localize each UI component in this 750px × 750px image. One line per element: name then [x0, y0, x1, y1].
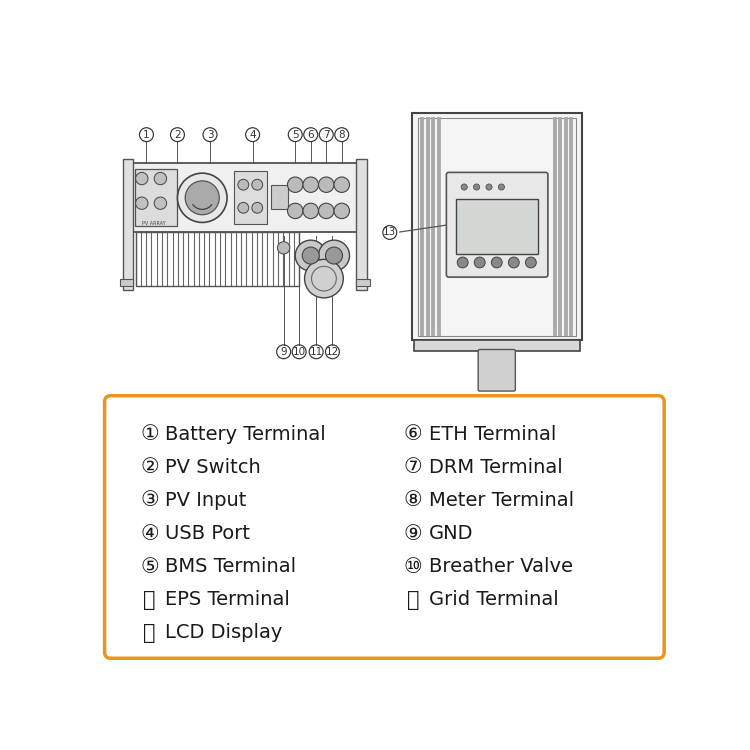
Text: ③: ③ — [140, 490, 159, 511]
Circle shape — [334, 203, 350, 218]
Circle shape — [486, 184, 492, 190]
Text: 8: 8 — [338, 130, 345, 140]
Text: Battery Terminal: Battery Terminal — [165, 424, 326, 444]
Circle shape — [278, 242, 290, 254]
Text: ①: ① — [140, 424, 159, 444]
Circle shape — [474, 257, 485, 268]
Text: DRM Terminal: DRM Terminal — [428, 458, 562, 477]
Circle shape — [154, 172, 166, 184]
Text: Grid Terminal: Grid Terminal — [428, 590, 558, 609]
Text: PV ARRAY: PV ARRAY — [142, 220, 166, 226]
Text: 6: 6 — [308, 130, 314, 140]
Circle shape — [287, 177, 303, 193]
Circle shape — [136, 197, 148, 209]
Text: ⑬: ⑬ — [143, 622, 156, 643]
FancyBboxPatch shape — [120, 279, 134, 286]
Text: ④: ④ — [140, 524, 159, 544]
Text: ⑦: ⑦ — [404, 458, 422, 477]
Text: 9: 9 — [280, 346, 287, 357]
FancyBboxPatch shape — [446, 172, 548, 277]
Text: EPS Terminal: EPS Terminal — [165, 590, 290, 609]
Text: ⑧: ⑧ — [404, 490, 422, 511]
Circle shape — [178, 173, 227, 223]
Circle shape — [461, 184, 467, 190]
Text: 1: 1 — [143, 130, 150, 140]
Circle shape — [185, 181, 219, 214]
FancyBboxPatch shape — [412, 113, 582, 340]
Text: GND: GND — [428, 524, 473, 543]
FancyBboxPatch shape — [272, 185, 288, 209]
Circle shape — [287, 203, 303, 218]
Text: 13: 13 — [383, 227, 397, 238]
Text: ⑤: ⑤ — [140, 556, 159, 577]
Text: 4: 4 — [249, 130, 256, 140]
Circle shape — [458, 257, 468, 268]
FancyBboxPatch shape — [133, 164, 357, 232]
Text: 10: 10 — [292, 346, 306, 357]
Circle shape — [303, 203, 319, 218]
Circle shape — [252, 179, 262, 190]
Text: LCD Display: LCD Display — [165, 623, 283, 642]
Text: 2: 2 — [174, 130, 181, 140]
Text: ETH Terminal: ETH Terminal — [428, 424, 556, 444]
Text: ②: ② — [140, 458, 159, 477]
Circle shape — [303, 177, 319, 193]
Text: ⑨: ⑨ — [404, 524, 422, 544]
Circle shape — [252, 202, 262, 213]
Circle shape — [498, 184, 505, 190]
Circle shape — [154, 197, 166, 209]
Circle shape — [491, 257, 502, 268]
FancyBboxPatch shape — [478, 350, 515, 391]
Circle shape — [238, 179, 249, 190]
Text: 12: 12 — [326, 346, 339, 357]
FancyBboxPatch shape — [356, 159, 367, 290]
Text: USB Port: USB Port — [165, 524, 250, 543]
Circle shape — [526, 257, 536, 268]
Circle shape — [319, 240, 350, 271]
Text: Breather Valve: Breather Valve — [428, 557, 572, 576]
FancyBboxPatch shape — [123, 159, 134, 290]
FancyBboxPatch shape — [456, 199, 538, 254]
Circle shape — [509, 257, 519, 268]
Text: 7: 7 — [323, 130, 329, 140]
Text: ⑥: ⑥ — [404, 424, 422, 444]
FancyBboxPatch shape — [356, 279, 370, 286]
FancyBboxPatch shape — [414, 340, 580, 351]
Circle shape — [296, 240, 326, 271]
Text: Meter Terminal: Meter Terminal — [428, 491, 574, 510]
Text: BMS Terminal: BMS Terminal — [165, 557, 296, 576]
Circle shape — [238, 202, 249, 213]
Text: PV Switch: PV Switch — [165, 458, 261, 477]
FancyBboxPatch shape — [104, 396, 664, 658]
FancyBboxPatch shape — [135, 169, 177, 226]
Circle shape — [319, 177, 334, 193]
Text: ⑪: ⑪ — [143, 590, 156, 610]
Circle shape — [326, 247, 343, 264]
Circle shape — [334, 177, 350, 193]
Text: 11: 11 — [310, 346, 322, 357]
Circle shape — [473, 184, 480, 190]
Text: 3: 3 — [207, 130, 213, 140]
FancyBboxPatch shape — [234, 171, 266, 224]
Text: ⑩: ⑩ — [404, 556, 422, 577]
Text: ⑫: ⑫ — [406, 590, 419, 610]
Text: 5: 5 — [292, 130, 298, 140]
Circle shape — [304, 260, 344, 298]
Text: PV Input: PV Input — [165, 491, 247, 510]
Circle shape — [136, 172, 148, 184]
Circle shape — [319, 203, 334, 218]
Circle shape — [302, 247, 320, 264]
